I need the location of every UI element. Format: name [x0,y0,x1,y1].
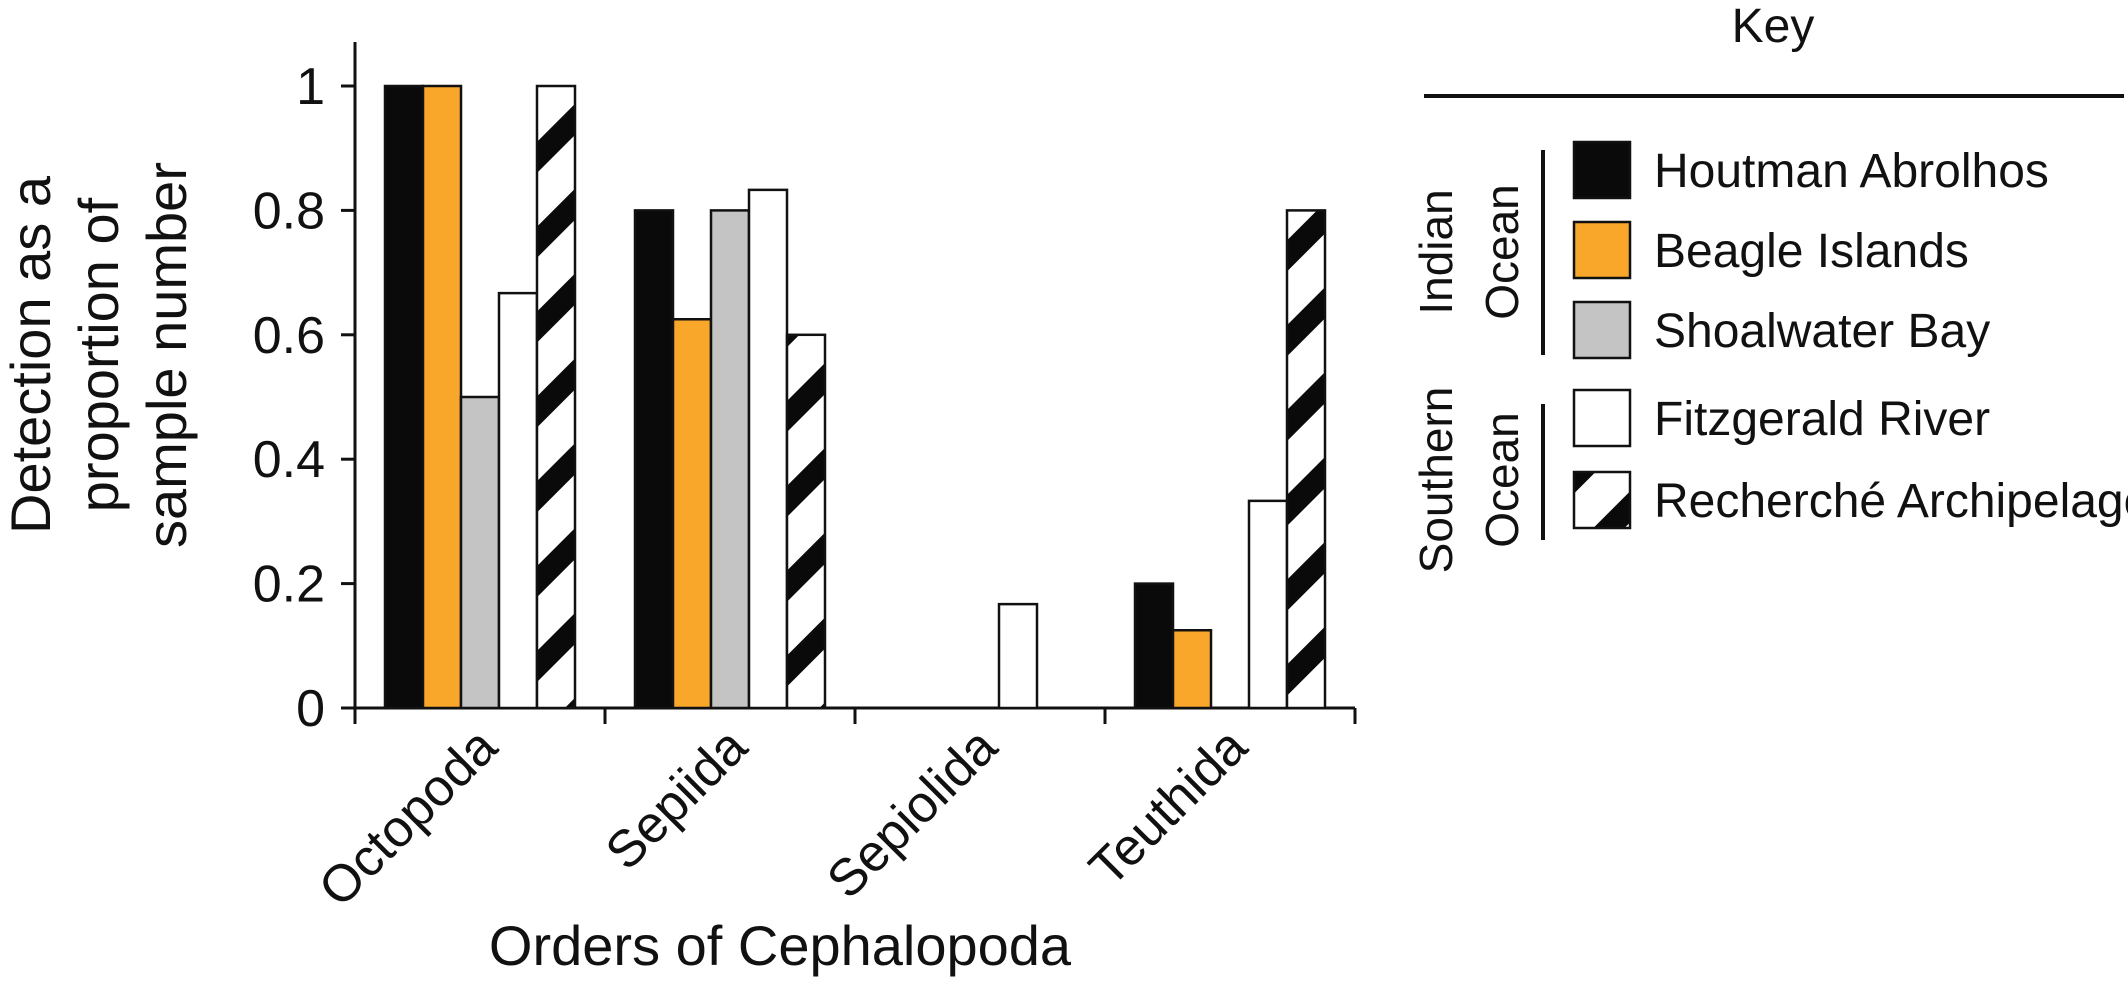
x-tick-label-sepiida: Sepiida [595,717,759,881]
y-tick-label: 0.6 [253,307,325,365]
legend-label-fitzgerald-river: Fitzgerald River [1654,393,1990,446]
legend-items: Houtman Abrolhos Beagle Islands Shoalwater… [1572,140,2128,530]
y-axis-title-line-2: proportion of [67,197,130,512]
y-axis-title-line-1: Detection as a [0,175,62,534]
y-tick-label: 0.2 [253,556,325,614]
y-ticks: 0 0.2 0.4 0.6 0.8 1 [253,58,355,738]
bar-sepiida-recherche-archipelago [785,333,827,710]
bar-octopoda-houtman-abrolhos [383,84,425,710]
y-axis-title: Detection as a proportion of sample numb… [0,162,198,548]
x-tick-label-octopoda: Octopoda [308,717,509,918]
legend-label-recherche-archipelago: Recherché Archipelago [1654,475,2128,528]
x-axis-title: Orders of Cephalopoda [489,914,1072,977]
bar-sepiida-shoalwater-bay [709,209,751,710]
bar-octopoda-recherche-archipelago [535,84,577,710]
legend: Key Indian Ocean Southern Ocean Houtman … [1410,0,2128,573]
legend-swatch-beagle-islands [1572,220,1632,280]
bar-sepiida-houtman-abrolhos [633,209,675,710]
legend-title: Key [1732,0,1815,53]
bar-octopoda-shoalwater-bay [459,395,501,710]
bar-teuthida-recherche-archipelago [1285,209,1327,710]
legend-swatch-recherche-archipelago [1572,470,1632,530]
bar-teuthida-houtman-abrolhos [1133,582,1175,710]
bar-sepiida-beagle-islands [671,318,713,710]
legend-group-southern-line-2: Ocean [1476,412,1528,548]
legend-swatch-shoalwater-bay [1572,300,1632,360]
x-ticks: Octopoda Sepiida Sepiolida Teuthida [308,708,1357,918]
legend-label-shoalwater-bay: Shoalwater Bay [1654,305,1990,358]
y-axis-title-line-3: sample number [135,162,198,548]
y-tick-label: 0.8 [253,182,325,240]
y-tick-label: 0 [296,680,325,738]
bar-teuthida-beagle-islands [1171,629,1213,710]
legend-swatch-houtman-abrolhos [1572,140,1632,200]
bars [383,84,1327,710]
bar-octopoda-beagle-islands [421,84,463,710]
x-tick-label-teuthida: Teuthida [1078,717,1258,897]
legend-label-houtman-abrolhos: Houtman Abrolhos [1654,145,2049,198]
x-tick-label-sepiolida: Sepiolida [816,717,1008,909]
bar-teuthida-fitzgerald-river [1247,499,1289,710]
y-tick-label: 1 [296,58,325,116]
legend-group-indian-line-2: Ocean [1476,184,1528,320]
legend-group-southern-line-1: Southern [1410,387,1462,574]
legend-swatch-fitzgerald-river [1572,388,1632,448]
y-tick-label: 0.4 [253,431,325,489]
bar-octopoda-fitzgerald-river [497,291,539,710]
bar-sepiida-fitzgerald-river [747,188,789,710]
bar-sepiolida-fitzgerald-river [997,602,1039,710]
legend-group-indian-line-1: Indian [1410,189,1462,314]
legend-label-beagle-islands: Beagle Islands [1654,225,1969,278]
